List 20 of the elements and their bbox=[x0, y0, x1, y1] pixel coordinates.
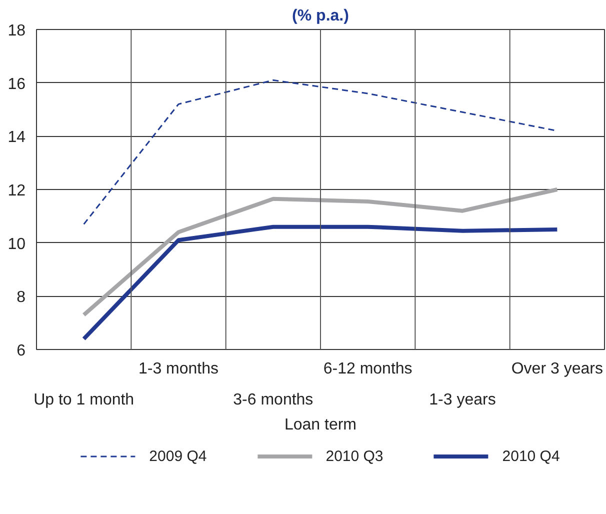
legend-label: 2010 Q3 bbox=[326, 448, 384, 464]
line-series bbox=[82, 224, 560, 341]
line-series bbox=[82, 188, 560, 317]
legend-label: 2009 Q4 bbox=[149, 448, 207, 464]
y-tick-label: 6 bbox=[16, 342, 26, 360]
y-tick-label: 8 bbox=[16, 289, 26, 306]
legend-label: 2010 Q4 bbox=[502, 448, 560, 464]
chart-title: (% p.a.) bbox=[292, 8, 349, 24]
x-tick-label: 1-3 months bbox=[138, 360, 219, 378]
y-tick-label: 14 bbox=[8, 129, 26, 146]
x-axis-title: Loan term bbox=[284, 416, 357, 434]
x-tick-label: 1-3 years bbox=[429, 392, 496, 408]
y-tick-label: 12 bbox=[8, 182, 26, 200]
x-tick-label: Over 3 years bbox=[511, 360, 603, 378]
y-tick-label: 16 bbox=[8, 76, 26, 93]
y-tick-label: 18 bbox=[8, 22, 26, 40]
x-tick-label: 3-6 months bbox=[233, 392, 314, 408]
x-tick-label: 6-12 months bbox=[323, 360, 412, 378]
y-tick-label: 10 bbox=[8, 236, 26, 253]
x-tick-label: Up to 1 month bbox=[34, 392, 134, 408]
